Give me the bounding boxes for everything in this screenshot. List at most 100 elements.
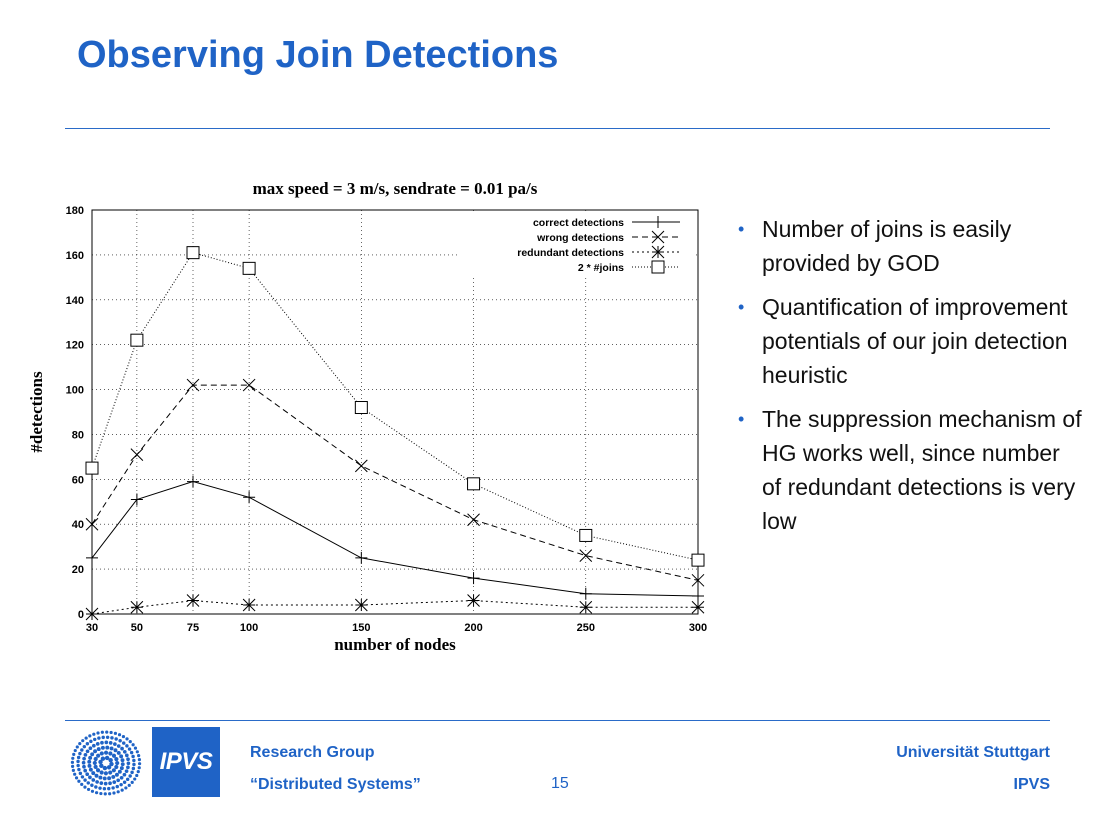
chart-series	[85, 246, 705, 621]
emblem-dot	[120, 788, 124, 792]
emblem-dot	[93, 764, 98, 769]
emblem-dot	[135, 750, 139, 754]
data-point	[130, 448, 144, 461]
emblem-dot	[98, 786, 102, 790]
emblem-dot	[88, 746, 93, 751]
emblem-dot	[99, 763, 104, 769]
legend-label: wrong detections	[536, 232, 624, 244]
emblem-dot	[84, 736, 88, 740]
emblem-dot	[76, 759, 80, 764]
emblem-dot	[115, 760, 120, 766]
series-line	[91, 600, 698, 615]
data-point	[354, 401, 368, 415]
y-tick-label: 100	[66, 385, 84, 397]
y-tick-label: 140	[66, 295, 84, 307]
data-point	[186, 246, 200, 260]
bullet-text: Number of joins is easily provided by GO…	[762, 216, 1012, 276]
data-point	[86, 551, 98, 564]
data-point	[130, 333, 144, 347]
emblem-dot	[77, 767, 81, 772]
emblem-dot	[87, 759, 92, 764]
bottom-divider	[65, 720, 1050, 721]
emblem-dot	[103, 792, 107, 796]
emblem-dot	[129, 750, 134, 755]
legend-marker	[651, 230, 665, 244]
emblem-dot	[81, 760, 86, 765]
data-point	[243, 491, 256, 504]
data-point	[242, 261, 256, 275]
emblem-dot	[80, 748, 84, 752]
emblem-dot	[137, 762, 142, 766]
data-point	[354, 459, 368, 473]
emblem-dot	[99, 770, 104, 775]
series-3	[85, 246, 705, 567]
series-line	[91, 481, 699, 597]
data-point	[186, 594, 200, 607]
chart-legend: correct detections wrong detections redund…	[460, 212, 696, 278]
series-0	[86, 475, 704, 603]
emblem-dot	[116, 750, 121, 755]
bullet-text: Quantification of improvement potentials…	[762, 294, 1068, 388]
emblem-dot	[99, 751, 104, 756]
emblem-dot	[91, 743, 96, 748]
data-point	[187, 475, 199, 488]
emblem-dot	[100, 740, 104, 745]
emblem-dot	[76, 755, 81, 760]
series-1	[85, 378, 705, 587]
emblem-dot	[108, 757, 113, 763]
emblem-dot	[132, 762, 136, 767]
emblem-dot	[78, 742, 82, 746]
emblem-dot	[85, 749, 90, 754]
emblem-dot	[108, 781, 112, 786]
emblem-dot	[131, 766, 136, 771]
legend-label: correct detections	[533, 217, 624, 229]
x-tick-label: 250	[577, 622, 595, 634]
emblem-dot	[98, 775, 103, 780]
emblem-dot	[116, 790, 120, 794]
emblem-dot	[90, 789, 95, 793]
emblem-dot	[109, 746, 114, 751]
footer-university: Universität Stuttgart	[896, 744, 1050, 761]
bullet-item: • Quantification of improvement potential…	[738, 290, 1083, 392]
y-tick-label: 60	[72, 474, 84, 486]
emblem-dot	[96, 731, 100, 735]
emblem-dot	[130, 770, 134, 775]
data-point	[130, 493, 143, 506]
y-tick-label: 0	[78, 609, 84, 621]
emblem-dot	[119, 775, 124, 780]
data-point	[354, 598, 368, 612]
emblem-dot	[88, 734, 92, 738]
emblem-dot	[111, 786, 115, 790]
ipvs-logo: IPVS	[152, 727, 220, 797]
emblem-dot	[128, 774, 132, 778]
bullet-text: The suppression mechanism of HG works we…	[762, 406, 1082, 534]
data-point	[579, 587, 592, 600]
emblem-dot	[122, 780, 127, 784]
emblem-dot	[112, 791, 116, 795]
series-2	[85, 594, 705, 621]
emblem-dot	[137, 754, 141, 758]
emblem-dot	[126, 757, 130, 762]
emblem-dot	[111, 774, 116, 779]
emblem-dot	[114, 772, 119, 777]
legend-label: 2 * #joins	[578, 262, 624, 274]
emblem-dot	[126, 761, 131, 766]
y-tick-label: 180	[66, 205, 84, 217]
emblem-dot	[82, 744, 87, 749]
data-point	[579, 600, 593, 614]
emblem-dot	[77, 779, 81, 783]
data-point	[691, 600, 705, 614]
emblem-dot	[91, 778, 96, 782]
emblem-dot	[85, 742, 90, 746]
x-tick-label: 200	[464, 622, 482, 634]
emblem-dot	[122, 772, 127, 777]
emblem-dot	[106, 765, 112, 770]
emblem-dot	[93, 756, 98, 762]
emblem-dot	[70, 760, 75, 764]
emblem-dot	[124, 786, 128, 790]
emblem-dot	[81, 739, 85, 743]
emblem-dot	[83, 768, 88, 773]
emblem-dot	[133, 777, 137, 781]
emblem-dot	[128, 740, 132, 744]
emblem-dot	[113, 742, 117, 746]
